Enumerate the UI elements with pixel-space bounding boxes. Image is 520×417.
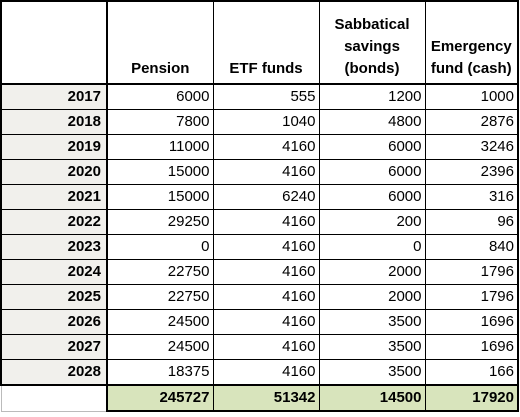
- header-row: Pension ETF funds Sabbatical savings (bo…: [0, 0, 519, 85]
- value-cell[interactable]: 1796: [424, 259, 519, 285]
- column-header-line: Pension: [131, 60, 190, 77]
- value-cell[interactable]: 1040: [212, 109, 320, 135]
- value-cell[interactable]: 15000: [106, 184, 214, 210]
- value-cell[interactable]: 2000: [318, 259, 426, 285]
- row-year-cell[interactable]: 2018: [0, 109, 108, 135]
- value-cell[interactable]: 6240: [212, 184, 320, 210]
- total-cell[interactable]: 14500: [318, 384, 426, 412]
- value-cell[interactable]: 7800: [106, 109, 214, 135]
- row-year-cell[interactable]: 2021: [0, 184, 108, 210]
- value-cell[interactable]: 1796: [424, 284, 519, 310]
- value-cell[interactable]: 4160: [212, 134, 320, 160]
- value-cell[interactable]: 0: [106, 234, 214, 260]
- value-cell[interactable]: 18375: [106, 359, 214, 386]
- value-cell[interactable]: 4160: [212, 209, 320, 235]
- totals-row: 245727 51342 14500 17920: [0, 384, 519, 412]
- value-cell[interactable]: 4160: [212, 234, 320, 260]
- column-header-line: Emergency: [430, 38, 512, 55]
- value-cell[interactable]: 2396: [424, 159, 519, 185]
- value-cell[interactable]: 1200: [318, 83, 426, 110]
- column-header-line: savings: [344, 38, 400, 55]
- table-row: 2019 11000 4160 6000 3246: [0, 134, 519, 160]
- value-cell[interactable]: 6000: [106, 83, 214, 110]
- value-cell[interactable]: 4800: [318, 109, 426, 135]
- table-row: 2022 29250 4160 200 96: [0, 209, 519, 235]
- value-cell[interactable]: 3500: [318, 359, 426, 386]
- totals-label-cell[interactable]: [0, 384, 108, 412]
- value-cell[interactable]: 22750: [106, 284, 214, 310]
- table-row: 2025 22750 4160 2000 1796: [0, 284, 519, 310]
- value-cell[interactable]: 3500: [318, 309, 426, 335]
- value-cell[interactable]: 1696: [424, 334, 519, 360]
- value-cell[interactable]: 4160: [212, 334, 320, 360]
- table-row: 2017 6000 555 1200 1000: [0, 83, 519, 110]
- value-cell[interactable]: 4160: [212, 309, 320, 335]
- value-cell[interactable]: 2876: [424, 109, 519, 135]
- value-cell[interactable]: 4160: [212, 259, 320, 285]
- column-header-line: fund (cash): [430, 60, 512, 77]
- column-header-line: (bonds): [344, 60, 400, 77]
- table-row: 2027 24500 4160 3500 1696: [0, 334, 519, 360]
- column-header-line: ETF funds: [229, 60, 303, 77]
- value-cell[interactable]: 96: [424, 209, 519, 235]
- column-header-etf-funds[interactable]: ETF funds: [212, 0, 320, 85]
- value-cell[interactable]: 29250: [106, 209, 214, 235]
- value-cell[interactable]: 166: [424, 359, 519, 386]
- value-cell[interactable]: 6000: [318, 134, 426, 160]
- table-row: 2026 24500 4160 3500 1696: [0, 309, 519, 335]
- table-row: 2024 22750 4160 2000 1796: [0, 259, 519, 285]
- value-cell[interactable]: 200: [318, 209, 426, 235]
- row-year-cell[interactable]: 2023: [0, 234, 108, 260]
- column-header-emergency-fund[interactable]: Emergency fund (cash): [424, 0, 519, 85]
- total-cell[interactable]: 245727: [106, 384, 214, 412]
- value-cell[interactable]: 3500: [318, 334, 426, 360]
- value-cell[interactable]: 6000: [318, 184, 426, 210]
- value-cell[interactable]: 555: [212, 83, 320, 110]
- value-cell[interactable]: 4160: [212, 359, 320, 386]
- value-cell[interactable]: 3246: [424, 134, 519, 160]
- value-cell[interactable]: 1000: [424, 83, 519, 110]
- value-cell[interactable]: 4160: [212, 284, 320, 310]
- row-year-cell[interactable]: 2028: [0, 359, 108, 386]
- value-cell[interactable]: 1696: [424, 309, 519, 335]
- value-cell[interactable]: 2000: [318, 284, 426, 310]
- value-cell[interactable]: 22750: [106, 259, 214, 285]
- total-cell[interactable]: 51342: [212, 384, 320, 412]
- row-year-cell[interactable]: 2026: [0, 309, 108, 335]
- value-cell[interactable]: 0: [318, 234, 426, 260]
- total-cell[interactable]: 17920: [424, 384, 519, 412]
- column-header-line: Sabbatical: [334, 16, 410, 33]
- value-cell[interactable]: 24500: [106, 309, 214, 335]
- table-row: 2018 7800 1040 4800 2876: [0, 109, 519, 135]
- row-year-cell[interactable]: 2019: [0, 134, 108, 160]
- row-year-cell[interactable]: 2027: [0, 334, 108, 360]
- value-cell[interactable]: 15000: [106, 159, 214, 185]
- value-cell[interactable]: 840: [424, 234, 519, 260]
- table-row: 2021 15000 6240 6000 316: [0, 184, 519, 210]
- value-cell[interactable]: 11000: [106, 134, 214, 160]
- value-cell[interactable]: 6000: [318, 159, 426, 185]
- column-header-pension[interactable]: Pension: [106, 0, 214, 85]
- row-year-cell[interactable]: 2017: [0, 83, 108, 110]
- column-header-sabbatical-savings[interactable]: Sabbatical savings (bonds): [318, 0, 426, 85]
- table-row: 2028 18375 4160 3500 166: [0, 359, 519, 386]
- row-year-cell[interactable]: 2025: [0, 284, 108, 310]
- value-cell[interactable]: 4160: [212, 159, 320, 185]
- table-row: 2020 15000 4160 6000 2396: [0, 159, 519, 185]
- row-year-cell[interactable]: 2020: [0, 159, 108, 185]
- value-cell[interactable]: 24500: [106, 334, 214, 360]
- row-year-cell[interactable]: 2024: [0, 259, 108, 285]
- value-cell[interactable]: 316: [424, 184, 519, 210]
- row-year-cell[interactable]: 2022: [0, 209, 108, 235]
- corner-cell[interactable]: [0, 0, 108, 85]
- table-row: 2023 0 4160 0 840: [0, 234, 519, 260]
